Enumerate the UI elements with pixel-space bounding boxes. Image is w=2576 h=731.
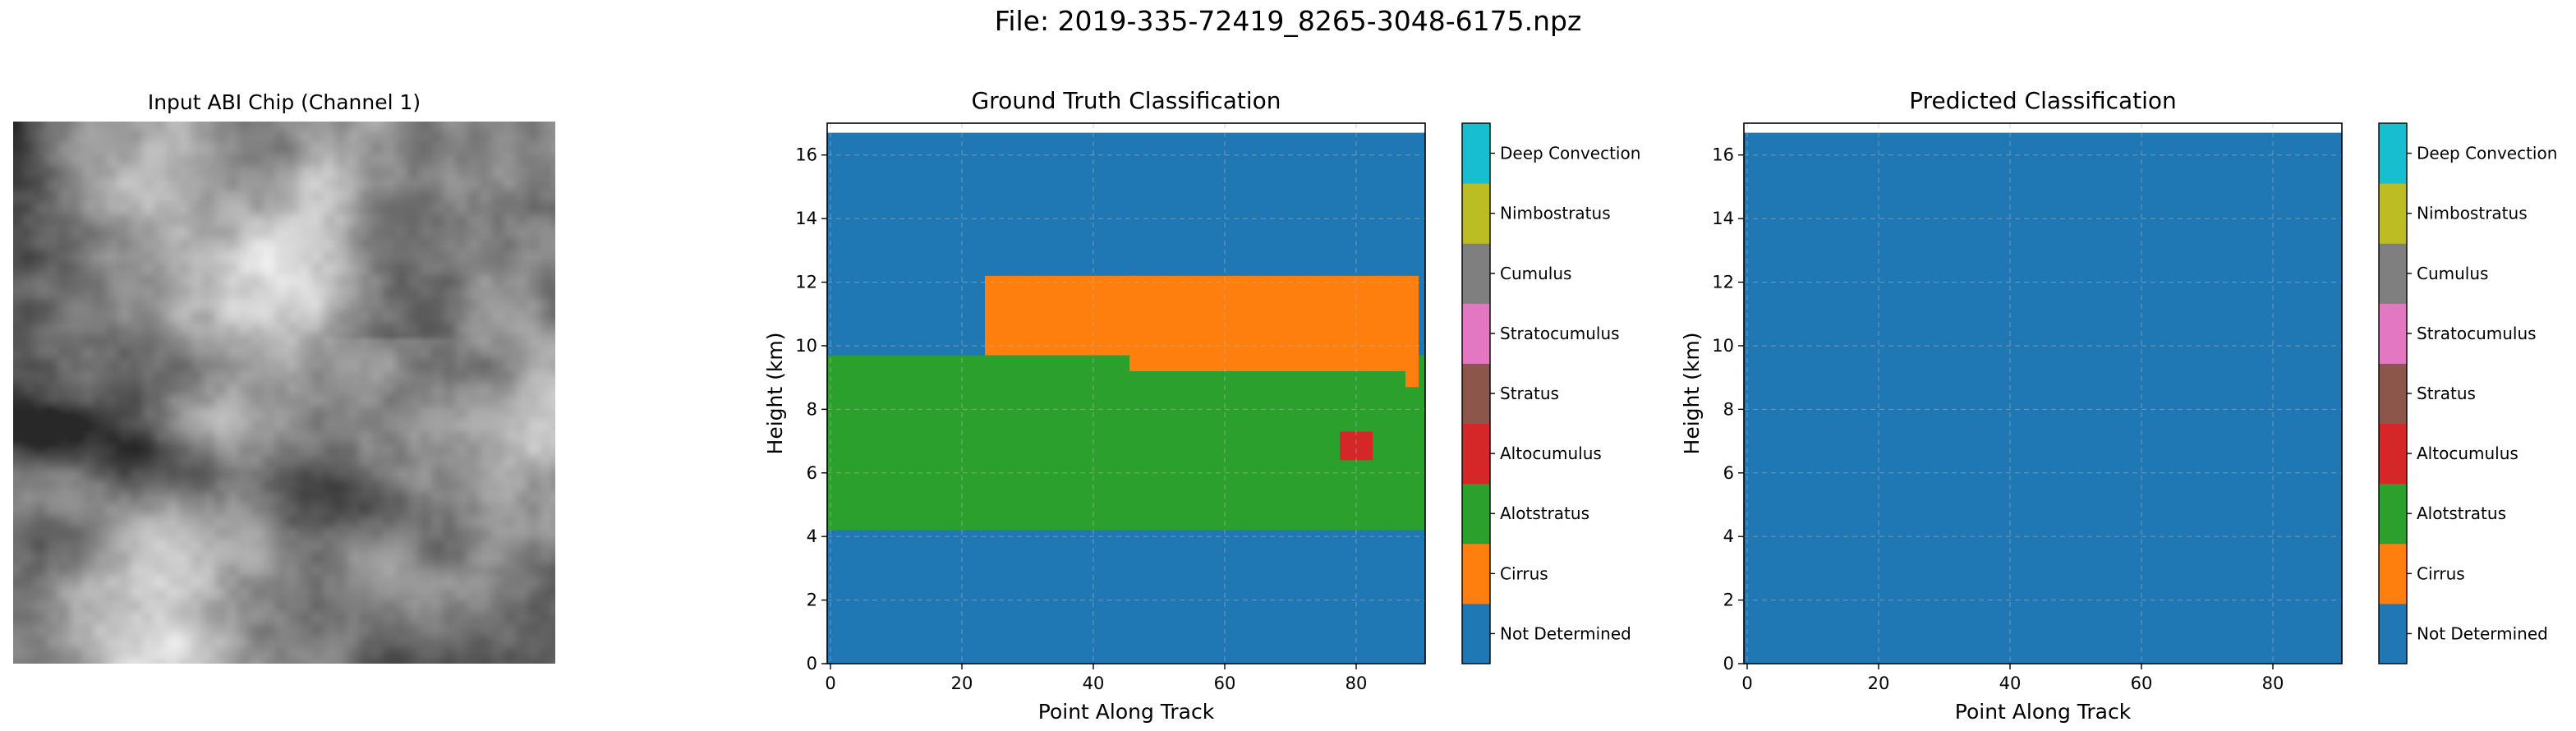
colorbar-label: Altocumulus (2417, 444, 2518, 463)
x-tick-label: 60 (2131, 674, 2153, 693)
colorbar-label: Deep Convection (1500, 144, 1640, 163)
axes-frame (826, 122, 1426, 664)
colorbar-label: Not Determined (1500, 623, 1631, 643)
colorbar-swatch (1462, 543, 1490, 605)
x-tick-label: 60 (1214, 674, 1236, 693)
colorbar-label: Not Determined (2417, 623, 2548, 643)
colorbar-label: Nimbostratus (1500, 204, 1611, 223)
y-tick-label: 16 (1712, 145, 1734, 165)
colorbar-label: Stratocumulus (2417, 324, 2537, 343)
y-tick-label: 16 (795, 145, 817, 165)
colorbar-swatch (1462, 423, 1490, 485)
y-tick-label: 6 (1723, 463, 1734, 483)
colorbar-swatch (2379, 483, 2407, 545)
abi-chip-image (13, 122, 555, 664)
x-tick-label: 0 (825, 674, 835, 693)
y-tick-label: 14 (795, 209, 817, 228)
colorbar-swatch (1462, 123, 1490, 184)
y-tick-label: 14 (1712, 209, 1734, 228)
colorbar-swatch (2379, 423, 2407, 485)
colorbar-label: Altocumulus (1500, 444, 1602, 463)
y-tick-label: 2 (807, 591, 817, 610)
x-axis-label: Point Along Track (1955, 700, 2132, 724)
colorbar-swatch (2379, 243, 2407, 304)
colorbar-label: Cirrus (1500, 563, 1548, 583)
y-tick-label: 8 (1723, 399, 1734, 419)
y-tick-label: 10 (795, 336, 817, 356)
colorbar-label: Deep Convection (2417, 144, 2557, 163)
colorbar-swatch (1462, 243, 1490, 304)
y-axis-label: Height (km) (1680, 333, 1704, 455)
colorbar-label: Alotstratus (2417, 503, 2506, 523)
colorbar-swatch (1462, 483, 1490, 545)
colorbar-swatch (2379, 303, 2407, 364)
x-tick-label: 40 (1999, 674, 2022, 693)
truth-panel-title: Ground Truth Classification (971, 87, 1281, 114)
colorbar-frame (2378, 122, 2408, 664)
truth-chart: 0 20 40 60 80 0 2 4 6 8 10 12 14 16 Point Along Track H… (763, 122, 1640, 724)
y-tick-label: 4 (807, 526, 817, 546)
colorbar-label: Alotstratus (1500, 503, 1589, 523)
colorbar-swatch (1462, 303, 1490, 364)
input-panel-title: Input ABI Chip (Channel 1) (147, 90, 421, 114)
colorbar-label: Cumulus (1500, 264, 1571, 283)
heatmap-region-cirrus (1405, 275, 1419, 388)
heatmap-region-cirrus (1129, 275, 1405, 371)
heatmap-region-altocumulus (1340, 431, 1373, 461)
heatmap-region-alotstratus (827, 355, 1425, 531)
y-axis-label: Height (km) (763, 333, 787, 455)
axes-frame (1743, 122, 2343, 664)
x-tick-label: 80 (2262, 674, 2284, 693)
colorbar-swatch (1462, 363, 1490, 425)
x-tick-label: 40 (1083, 674, 1105, 693)
y-tick-label: 6 (807, 463, 817, 483)
colorbar-label: Cumulus (2417, 264, 2488, 283)
colorbar-label: Stratocumulus (1500, 324, 1620, 343)
y-tick-label: 10 (1712, 336, 1734, 356)
x-tick-label: 20 (1868, 674, 1890, 693)
x-tick-label: 20 (951, 674, 973, 693)
colorbar-swatch (2379, 363, 2407, 425)
figure-title: File: 2019-335-72419_8265-3048-6175.npz (994, 5, 1582, 37)
colorbar-swatch (1462, 183, 1490, 244)
colorbar-frame (1461, 122, 1491, 664)
y-tick-label: 0 (807, 654, 817, 674)
colorbar-swatch (2379, 543, 2407, 605)
colorbar-swatch (2379, 183, 2407, 244)
colorbar-swatch (2379, 123, 2407, 184)
colorbar-swatch (2379, 603, 2407, 664)
heatmap-region-cirrus (985, 275, 1136, 356)
x-axis-label: Point Along Track (1038, 700, 1215, 724)
colorbar-label: Stratus (1500, 384, 1559, 403)
y-tick-label: 12 (795, 273, 817, 292)
y-tick-label: 0 (1723, 654, 1734, 674)
colorbar-label: Cirrus (2417, 563, 2465, 583)
colorbar-label: Stratus (2417, 384, 2476, 403)
y-tick-label: 8 (807, 399, 817, 419)
pred-chart: 0 20 40 60 80 0 2 4 6 8 10 12 14 16 Point Along Track H… (1680, 122, 2557, 724)
colorbar-swatch (1462, 603, 1490, 664)
x-tick-label: 80 (1346, 674, 1368, 693)
y-tick-label: 2 (1723, 591, 1734, 610)
y-tick-label: 4 (1723, 526, 1734, 546)
y-tick-label: 12 (1712, 273, 1734, 292)
colorbar-label: Nimbostratus (2417, 204, 2528, 223)
heatmap-background-field (1744, 132, 2342, 664)
x-tick-label: 0 (1741, 674, 1752, 693)
pred-panel-title: Predicted Classification (1909, 87, 2177, 114)
